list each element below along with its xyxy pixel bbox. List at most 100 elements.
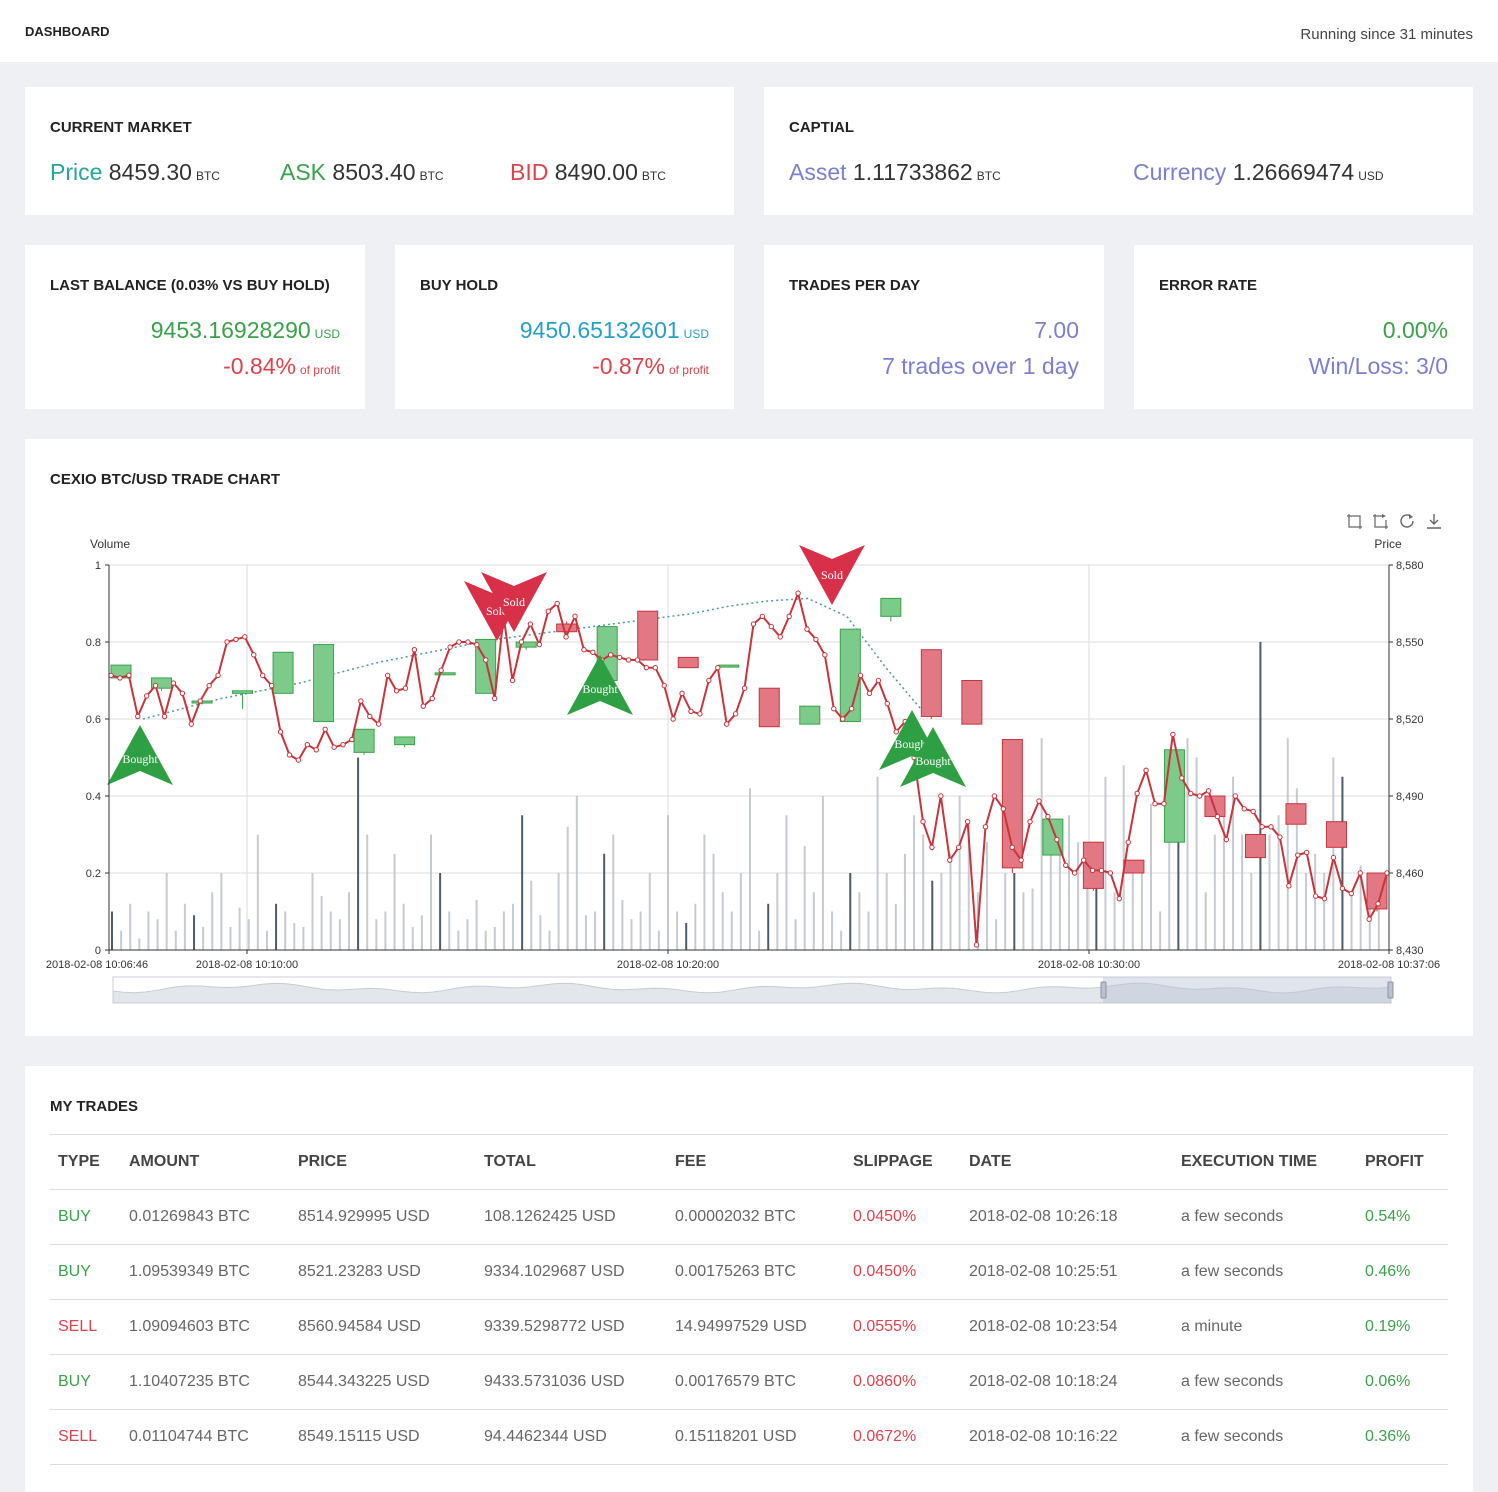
- price-point: [152, 682, 159, 689]
- y-left-tick-label: 0.2: [86, 868, 101, 880]
- volume-bar: [1013, 873, 1016, 950]
- error-rate-value: 0.00%: [1382, 317, 1448, 343]
- y-left-tick-label: 0.8: [86, 637, 101, 649]
- cell-exec: a few seconds: [1173, 1354, 1357, 1410]
- volume-bar: [1077, 842, 1080, 950]
- volume-bar: [357, 757, 360, 950]
- price-point: [652, 664, 659, 671]
- price-point: [179, 690, 186, 697]
- price-point: [634, 657, 641, 663]
- price-point: [1000, 806, 1007, 812]
- card-title: TRADES PER DAY: [789, 277, 921, 294]
- volume-bar: [512, 903, 515, 950]
- price-point: [804, 626, 810, 632]
- volume-bar: [803, 846, 806, 950]
- cell-type: BUY: [50, 1244, 121, 1300]
- price-point: [991, 793, 998, 799]
- price-point: [616, 654, 623, 661]
- volume-bars: [111, 642, 1380, 950]
- price-point: [679, 690, 685, 697]
- cell-price: 8560.94584 USD: [290, 1299, 476, 1355]
- trades-per-day-value: 7.00: [1034, 317, 1079, 343]
- marker-label: Bought: [915, 754, 951, 768]
- price-point: [527, 621, 534, 627]
- asset-label: Asset: [789, 159, 847, 185]
- price-point: [367, 713, 373, 720]
- price-point: [1125, 839, 1131, 845]
- ask-label: ASK: [280, 159, 327, 185]
- column-header: TYPE: [50, 1134, 121, 1190]
- data-zoom-slider[interactable]: [112, 976, 1394, 1004]
- volume-bar: [502, 911, 505, 950]
- ask-unit: BTC: [419, 169, 444, 183]
- cell-profit: 0.19%: [1357, 1299, 1448, 1355]
- price-point: [1330, 854, 1337, 861]
- cell-profit: 0.06%: [1357, 1354, 1448, 1410]
- price-point: [1107, 870, 1114, 876]
- volume-bar: [521, 815, 524, 950]
- volume-bar: [484, 930, 487, 950]
- y-axis-right-label: Price: [1374, 537, 1402, 551]
- cell-date: 2018-02-08 10:25:51: [961, 1244, 1173, 1300]
- volume-bar: [922, 834, 925, 950]
- asset-value: 1.11733862: [852, 159, 973, 185]
- volume-bar: [256, 834, 259, 950]
- price-point: [1259, 824, 1265, 830]
- price-point: [126, 672, 132, 679]
- cell-type: SELL: [50, 1299, 121, 1355]
- download-icon[interactable]: [1427, 514, 1441, 529]
- volume-bar: [1250, 873, 1253, 950]
- volume-bar: [685, 923, 688, 950]
- sold-arrow-icon: [481, 572, 547, 632]
- column-header: DATE: [961, 1134, 1173, 1190]
- volume-bar: [739, 873, 742, 950]
- volume-bar: [293, 923, 296, 950]
- zoom-icon[interactable]: [1347, 514, 1362, 529]
- current-market-card: CURRENT MARKET Price 8459.30 BTC ASK 8503…: [25, 87, 734, 215]
- price-point: [706, 677, 712, 684]
- price-point: [955, 844, 962, 851]
- asset-unit: BTC: [976, 169, 1001, 183]
- zoom-reset-icon[interactable]: [1373, 514, 1388, 529]
- candle-body: [920, 649, 942, 717]
- volume-bar: [648, 873, 651, 950]
- bought-arrow-icon: [567, 655, 633, 715]
- cell-fee: 0.15118201 USD: [667, 1409, 845, 1465]
- price-point: [607, 652, 614, 658]
- trades-table: TYPE AMOUNT PRICE TOTAL FEE SLIPPAGE DATE EXECU…: [50, 1134, 1448, 1465]
- trades-title: MY TRADES: [50, 1098, 139, 1115]
- candle-body: [961, 680, 983, 725]
- marker-label: Bought: [582, 682, 618, 696]
- cell-amount: 1.10407235 BTC: [121, 1354, 290, 1410]
- volume-bar: [1004, 873, 1007, 950]
- candle-body: [677, 656, 699, 669]
- price-point: [1143, 767, 1149, 774]
- column-header: TOTAL: [476, 1134, 667, 1190]
- volume-bar: [985, 842, 988, 950]
- volume-bar: [375, 919, 378, 950]
- price-point: [839, 716, 846, 722]
- volume-bar: [174, 930, 177, 950]
- profit-suffix: of profit: [299, 363, 340, 377]
- volume-bar: [1286, 738, 1289, 950]
- price-point: [1232, 793, 1239, 799]
- price-point: [1312, 893, 1319, 899]
- volume-bar: [1359, 865, 1362, 950]
- candle-body: [1163, 749, 1185, 843]
- cell-date: 2018-02-08 10:26:18: [961, 1189, 1173, 1245]
- candle-body: [1123, 859, 1145, 874]
- zoom-window: [1103, 977, 1391, 1003]
- cell-exec: a minute: [1173, 1299, 1357, 1355]
- volume-bar: [1332, 757, 1335, 950]
- restore-icon[interactable]: [1400, 514, 1414, 528]
- volume-bar: [1086, 873, 1089, 950]
- volume-bar: [630, 919, 633, 950]
- my-trades-card: MY TRADES TYPE AMOUNT PRICE TOTAL FEE SLIPPAG…: [25, 1066, 1473, 1492]
- volume-bar: [193, 915, 196, 950]
- candle-body: [556, 623, 578, 633]
- trade-chart[interactable]: Volume Price BoughtSoldSoldBoughtSoldBou…: [25, 439, 1473, 1036]
- volume-bar: [165, 873, 168, 950]
- buy-hold-value: 9450.65132601 USD: [520, 317, 709, 344]
- price-label: Price: [50, 159, 103, 185]
- price-point: [509, 677, 516, 684]
